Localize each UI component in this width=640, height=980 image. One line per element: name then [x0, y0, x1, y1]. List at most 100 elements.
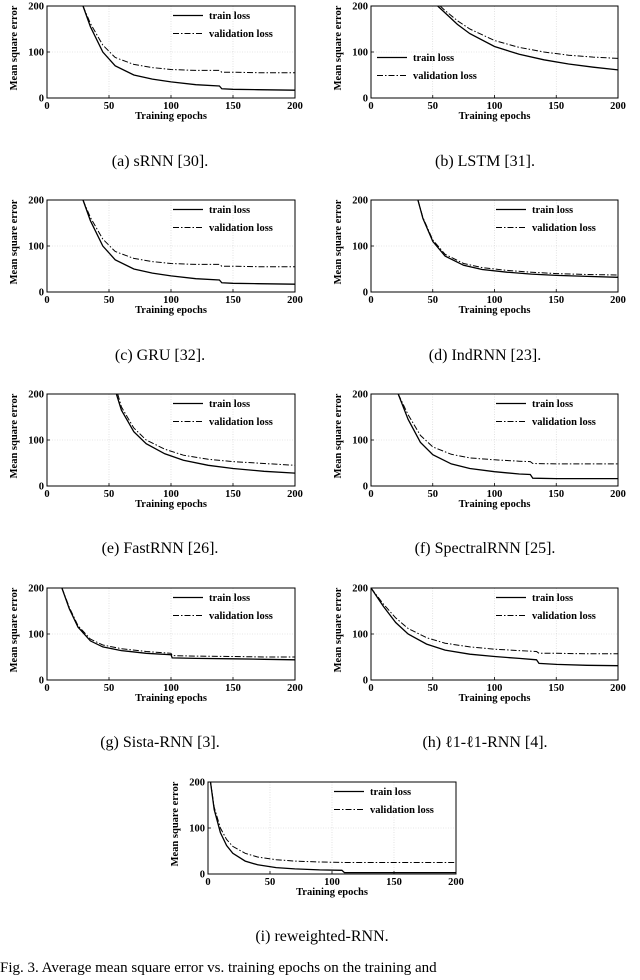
legend-label: train loss	[209, 399, 250, 410]
y-tick-label: 200	[28, 584, 44, 595]
train-loss-line	[61, 588, 295, 661]
x-axis-label: Training epochs	[459, 111, 531, 122]
validation-loss-line	[117, 394, 295, 466]
x-tick-label: 150	[225, 683, 241, 694]
x-tick-label: 150	[386, 877, 402, 888]
legend-label: validation loss	[209, 223, 273, 234]
y-tick-label: 0	[39, 288, 44, 299]
legend-label: validation loss	[209, 29, 273, 40]
x-tick-label: 150	[548, 489, 564, 500]
y-axis-label: Mean square error	[9, 393, 20, 478]
validation-loss-line	[210, 782, 456, 863]
x-tick-label: 50	[104, 101, 115, 112]
x-tick-label: 50	[265, 877, 276, 888]
y-tick-label: 100	[352, 242, 368, 253]
x-tick-label: 0	[44, 101, 49, 112]
x-axis-label: Training epochs	[459, 693, 531, 704]
x-tick-label: 50	[104, 489, 115, 500]
y-tick-label: 0	[200, 870, 205, 881]
y-tick-label: 200	[352, 2, 368, 13]
x-tick-label: 150	[225, 489, 241, 500]
legend-label: validation loss	[370, 805, 434, 816]
legend-label: validation loss	[532, 611, 596, 622]
x-tick-label: 150	[548, 683, 564, 694]
legend-label: validation loss	[413, 71, 477, 82]
chart-panel: 0 50 100 150 200 0 100 200 Training epochs Mean s…	[9, 2, 303, 171]
legend-label: validation loss	[209, 417, 273, 428]
legend-label: train loss	[532, 205, 573, 216]
x-axis-label: Training epochs	[135, 305, 207, 316]
subfigure-caption: (c) GRU [32].	[115, 347, 205, 364]
legend-label: train loss	[209, 11, 250, 22]
y-tick-label: 100	[28, 436, 44, 447]
legend-label: validation loss	[532, 417, 596, 428]
x-tick-label: 200	[448, 877, 464, 888]
chart-panel: 0 50 100 150 200 0 100 200 Training epochs Mean s…	[9, 390, 303, 558]
y-axis-label: Mean square error	[333, 5, 344, 90]
y-tick-label: 100	[28, 630, 44, 641]
x-tick-label: 200	[287, 489, 303, 500]
legend-label: train loss	[413, 53, 454, 64]
x-tick-label: 200	[610, 101, 626, 112]
y-tick-label: 200	[352, 390, 368, 401]
y-tick-label: 0	[39, 94, 44, 105]
subfigure-caption: (a) sRNN [30].	[112, 153, 208, 170]
x-axis-label: Training epochs	[135, 111, 207, 122]
x-tick-label: 0	[368, 683, 373, 694]
y-tick-label: 100	[352, 630, 368, 641]
legend-label: train loss	[209, 205, 250, 216]
x-tick-label: 100	[163, 295, 179, 306]
subfigure-caption: (b) LSTM [31].	[435, 153, 535, 170]
y-tick-label: 0	[39, 676, 44, 687]
x-tick-label: 100	[487, 683, 503, 694]
x-tick-label: 50	[104, 683, 115, 694]
train-loss-line	[82, 200, 295, 285]
y-axis-label: Mean square error	[9, 587, 20, 672]
chart-panel: 0 50 100 150 200 0 100 200 Training epochs Mean s…	[333, 584, 626, 752]
x-tick-label: 50	[428, 489, 439, 500]
y-tick-label: 200	[352, 584, 368, 595]
y-tick-label: 0	[363, 288, 368, 299]
x-tick-label: 100	[487, 489, 503, 500]
validation-loss-line	[417, 200, 618, 276]
y-tick-label: 200	[189, 778, 205, 789]
x-tick-label: 100	[487, 101, 503, 112]
train-loss-line	[371, 588, 618, 667]
legend-label: train loss	[209, 593, 250, 604]
figure-caption: Fig. 3. Average mean square error vs. tr…	[0, 960, 437, 976]
x-tick-label: 200	[610, 489, 626, 500]
x-tick-label: 200	[287, 101, 303, 112]
train-loss-line	[115, 394, 295, 474]
y-axis-label: Mean square error	[333, 393, 344, 478]
chart-panel: 0 50 100 150 200 0 100 200 Training epochs Mean s…	[9, 584, 303, 752]
y-axis-label: Mean square error	[333, 199, 344, 284]
y-tick-label: 200	[28, 2, 44, 13]
y-axis-label: Mean square error	[333, 587, 344, 672]
y-tick-label: 100	[28, 48, 44, 59]
x-tick-label: 0	[368, 295, 373, 306]
legend-label: train loss	[532, 399, 573, 410]
y-tick-label: 100	[28, 242, 44, 253]
x-tick-label: 200	[610, 683, 626, 694]
y-axis-label: Mean square error	[9, 199, 20, 284]
train-loss-line	[437, 6, 618, 71]
legend-label: validation loss	[532, 223, 596, 234]
x-tick-label: 150	[225, 295, 241, 306]
x-axis-label: Training epochs	[459, 305, 531, 316]
train-loss-line	[82, 6, 295, 91]
legend-label: train loss	[532, 593, 573, 604]
x-tick-label: 150	[548, 295, 564, 306]
x-tick-label: 150	[225, 101, 241, 112]
x-tick-label: 200	[610, 295, 626, 306]
y-tick-label: 200	[352, 196, 368, 207]
validation-loss-line	[439, 6, 618, 59]
y-axis-label: Mean square error	[9, 5, 20, 90]
x-tick-label: 100	[163, 489, 179, 500]
y-tick-label: 0	[39, 482, 44, 493]
y-tick-label: 0	[363, 482, 368, 493]
y-axis-label: Mean square error	[170, 781, 181, 866]
chart-panel: 0 50 100 150 200 0 100 200 Training epochs Mean s…	[9, 196, 303, 365]
x-tick-label: 0	[368, 489, 373, 500]
legend-label: train loss	[370, 787, 411, 798]
validation-loss-line	[397, 394, 618, 465]
